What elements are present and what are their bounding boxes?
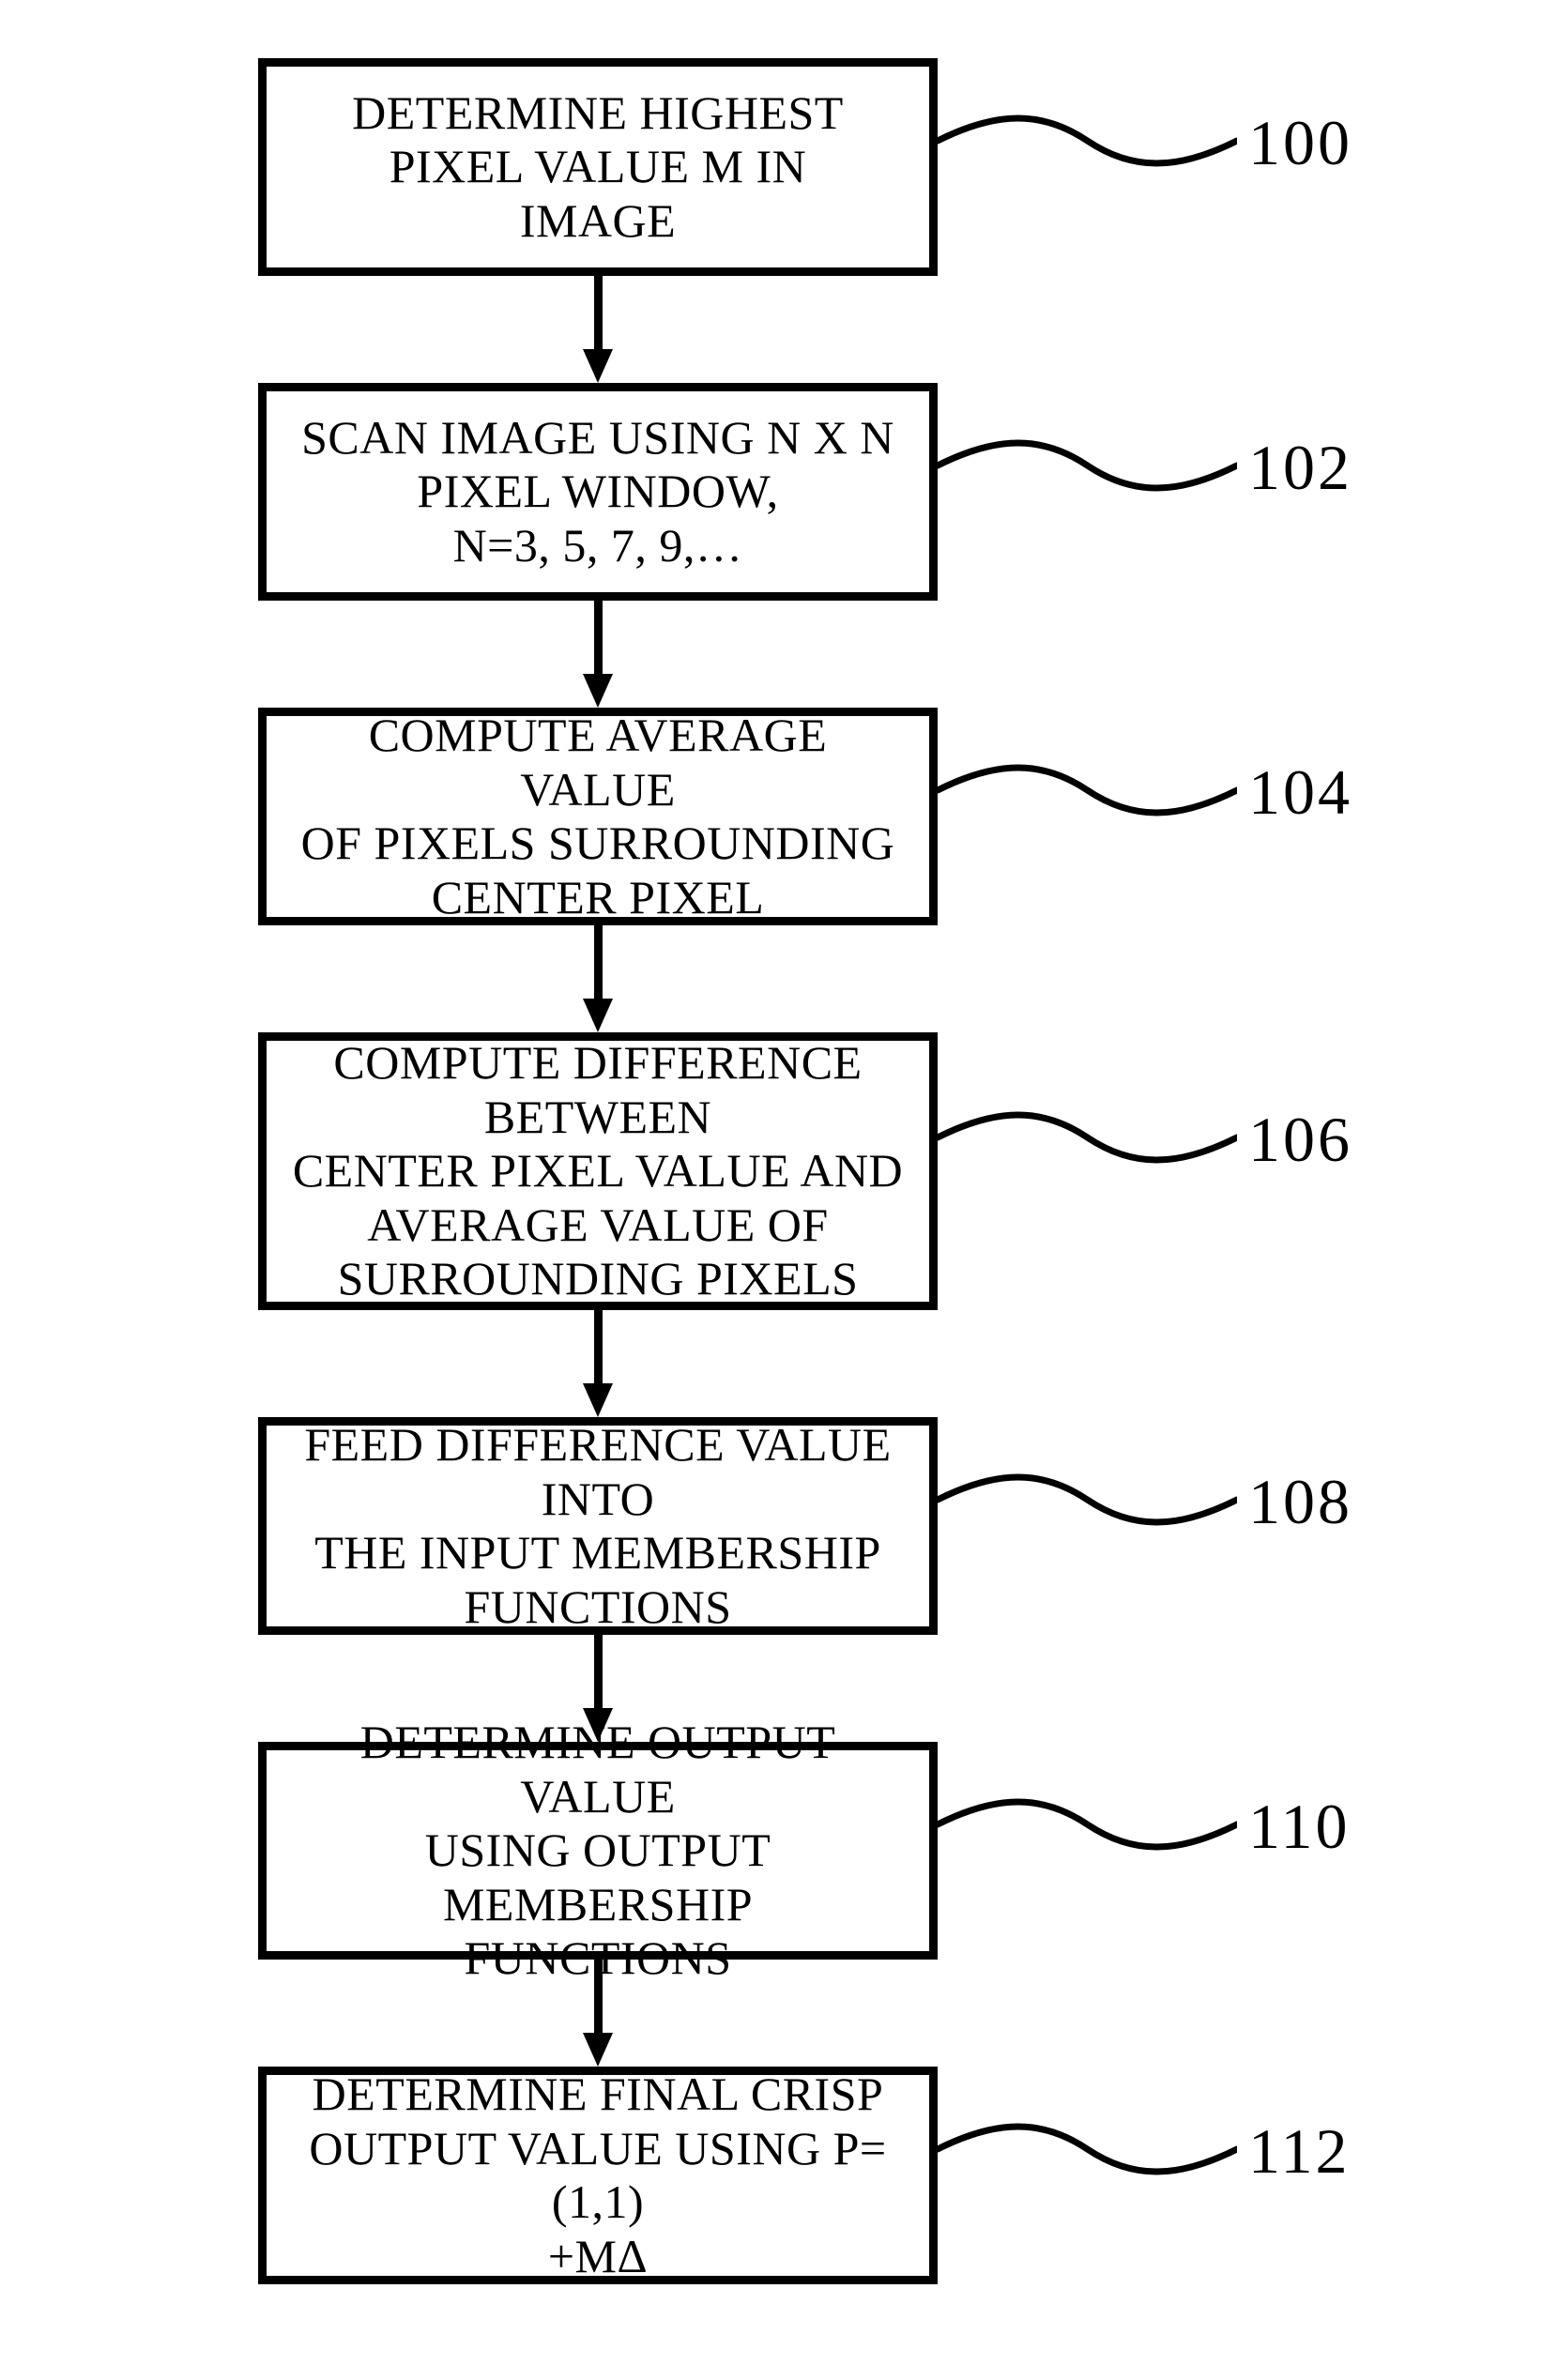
flow-step-text: DETERMINE OUTPUT VALUE USING OUTPUT MEMB… — [285, 1716, 910, 1986]
flow-step-112: DETERMINE FINAL CRISP OUTPUT VALUE USING… — [258, 2067, 938, 2284]
leader-112 — [938, 2112, 1237, 2187]
ref-label-102: 102 — [1248, 431, 1352, 505]
flow-step-106: COMPUTE DIFFERENCE BETWEEN CENTER PIXEL … — [258, 1032, 938, 1310]
arrow-104-106 — [594, 925, 603, 999]
arrow-head-102-104 — [583, 674, 613, 708]
arrow-head-106-108 — [583, 1383, 613, 1417]
ref-label-110: 110 — [1248, 1790, 1350, 1864]
arrow-head-110-112 — [583, 2033, 613, 2067]
flow-step-text: COMPUTE DIFFERENCE BETWEEN CENTER PIXEL … — [285, 1036, 910, 1306]
flow-step-text: DETERMINE FINAL CRISP OUTPUT VALUE USING… — [285, 2067, 910, 2283]
arrow-106-108 — [594, 1310, 603, 1383]
flow-step-104: COMPUTE AVERAGE VALUE OF PIXELS SURROUND… — [258, 708, 938, 925]
arrow-head-104-106 — [583, 999, 613, 1032]
arrow-110-112 — [594, 1960, 603, 2033]
leader-108 — [938, 1462, 1237, 1537]
flow-step-text: FEED DIFFERENCE VALUE INTO THE INPUT MEM… — [285, 1418, 910, 1634]
flow-step-100: DETERMINE HIGHEST PIXEL VALUE M IN IMAGE — [258, 58, 938, 276]
flow-step-text: DETERMINE HIGHEST PIXEL VALUE M IN IMAGE — [352, 86, 844, 249]
leader-100 — [938, 103, 1237, 178]
arrow-head-108-110 — [583, 1708, 613, 1742]
ref-label-104: 104 — [1248, 755, 1352, 830]
arrow-108-110 — [594, 1635, 603, 1708]
ref-label-112: 112 — [1248, 2114, 1350, 2189]
leader-104 — [938, 753, 1237, 828]
arrow-100-102 — [594, 276, 603, 349]
ref-label-100: 100 — [1248, 106, 1352, 180]
flow-step-108: FEED DIFFERENCE VALUE INTO THE INPUT MEM… — [258, 1417, 938, 1635]
arrow-102-104 — [594, 601, 603, 674]
flow-step-110: DETERMINE OUTPUT VALUE USING OUTPUT MEMB… — [258, 1742, 938, 1960]
ref-label-108: 108 — [1248, 1465, 1352, 1539]
leader-106 — [938, 1100, 1237, 1175]
leader-110 — [938, 1787, 1237, 1862]
flow-step-text: COMPUTE AVERAGE VALUE OF PIXELS SURROUND… — [285, 709, 910, 924]
flow-step-102: SCAN IMAGE USING N X N PIXEL WINDOW, N=3… — [258, 383, 938, 601]
leader-102 — [938, 428, 1237, 503]
flow-step-text: SCAN IMAGE USING N X N PIXEL WINDOW, N=3… — [301, 411, 894, 573]
arrow-head-100-102 — [583, 349, 613, 383]
flowchart-canvas: DETERMINE HIGHEST PIXEL VALUE M IN IMAGE… — [0, 0, 1558, 2380]
ref-label-106: 106 — [1248, 1103, 1352, 1177]
